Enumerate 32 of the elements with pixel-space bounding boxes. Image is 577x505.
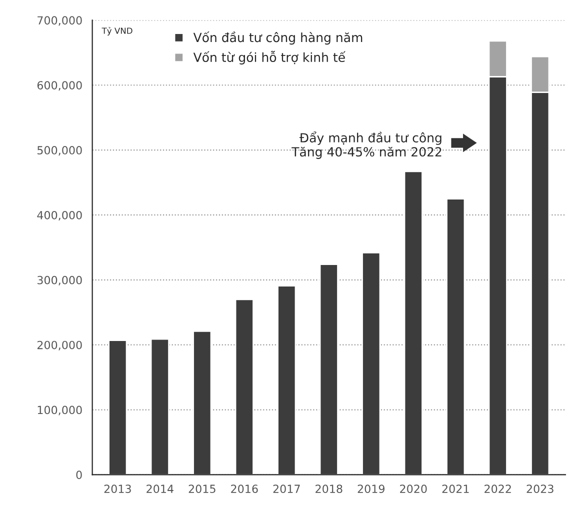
annotation: Tỷ VND [102,27,132,36]
x-tick-label: 2014 [146,484,174,494]
y-tick-label: 200,000 [37,340,82,350]
y-tick-label: 300,000 [37,276,82,286]
bar [150,338,170,475]
x-tick-label: 2022 [484,484,511,494]
x-tick-label: 2019 [358,484,384,494]
x-tick-label: 2015 [188,484,216,494]
bar [108,340,128,475]
x-tick-label: 2018 [316,484,342,494]
y-tick-label: 100,000 [38,406,82,416]
y-tick-label: 0 [76,470,82,480]
y-tick-label: 500,000 [38,146,82,156]
bar [446,198,466,475]
x-tick-label: 2021 [442,484,469,494]
legend-label: Vốn đầu tư công hàng năm [193,31,362,45]
bar [362,252,381,475]
y-tick-label: 400,000 [37,210,82,220]
bar [277,285,296,475]
bar [192,330,212,475]
bar [404,170,423,475]
x-tick-label: 2016 [231,484,258,494]
bar [234,298,254,475]
legend-label: Vốn từ gói hỗ trợ kinh tế [193,50,346,64]
x-tick-label: 2013 [104,484,131,494]
y-tick-label: 600,000 [37,81,82,91]
x-tick-label: 2020 [400,484,427,494]
annotation: Đẩy mạnh đầu tư công Tăng 40-45% năm 2022 [292,132,442,159]
x-tick-label: 2023 [526,484,554,494]
bar [319,264,338,475]
x-tick-label: 2017 [273,484,300,494]
y-tick-label: 700,000 [38,16,82,26]
